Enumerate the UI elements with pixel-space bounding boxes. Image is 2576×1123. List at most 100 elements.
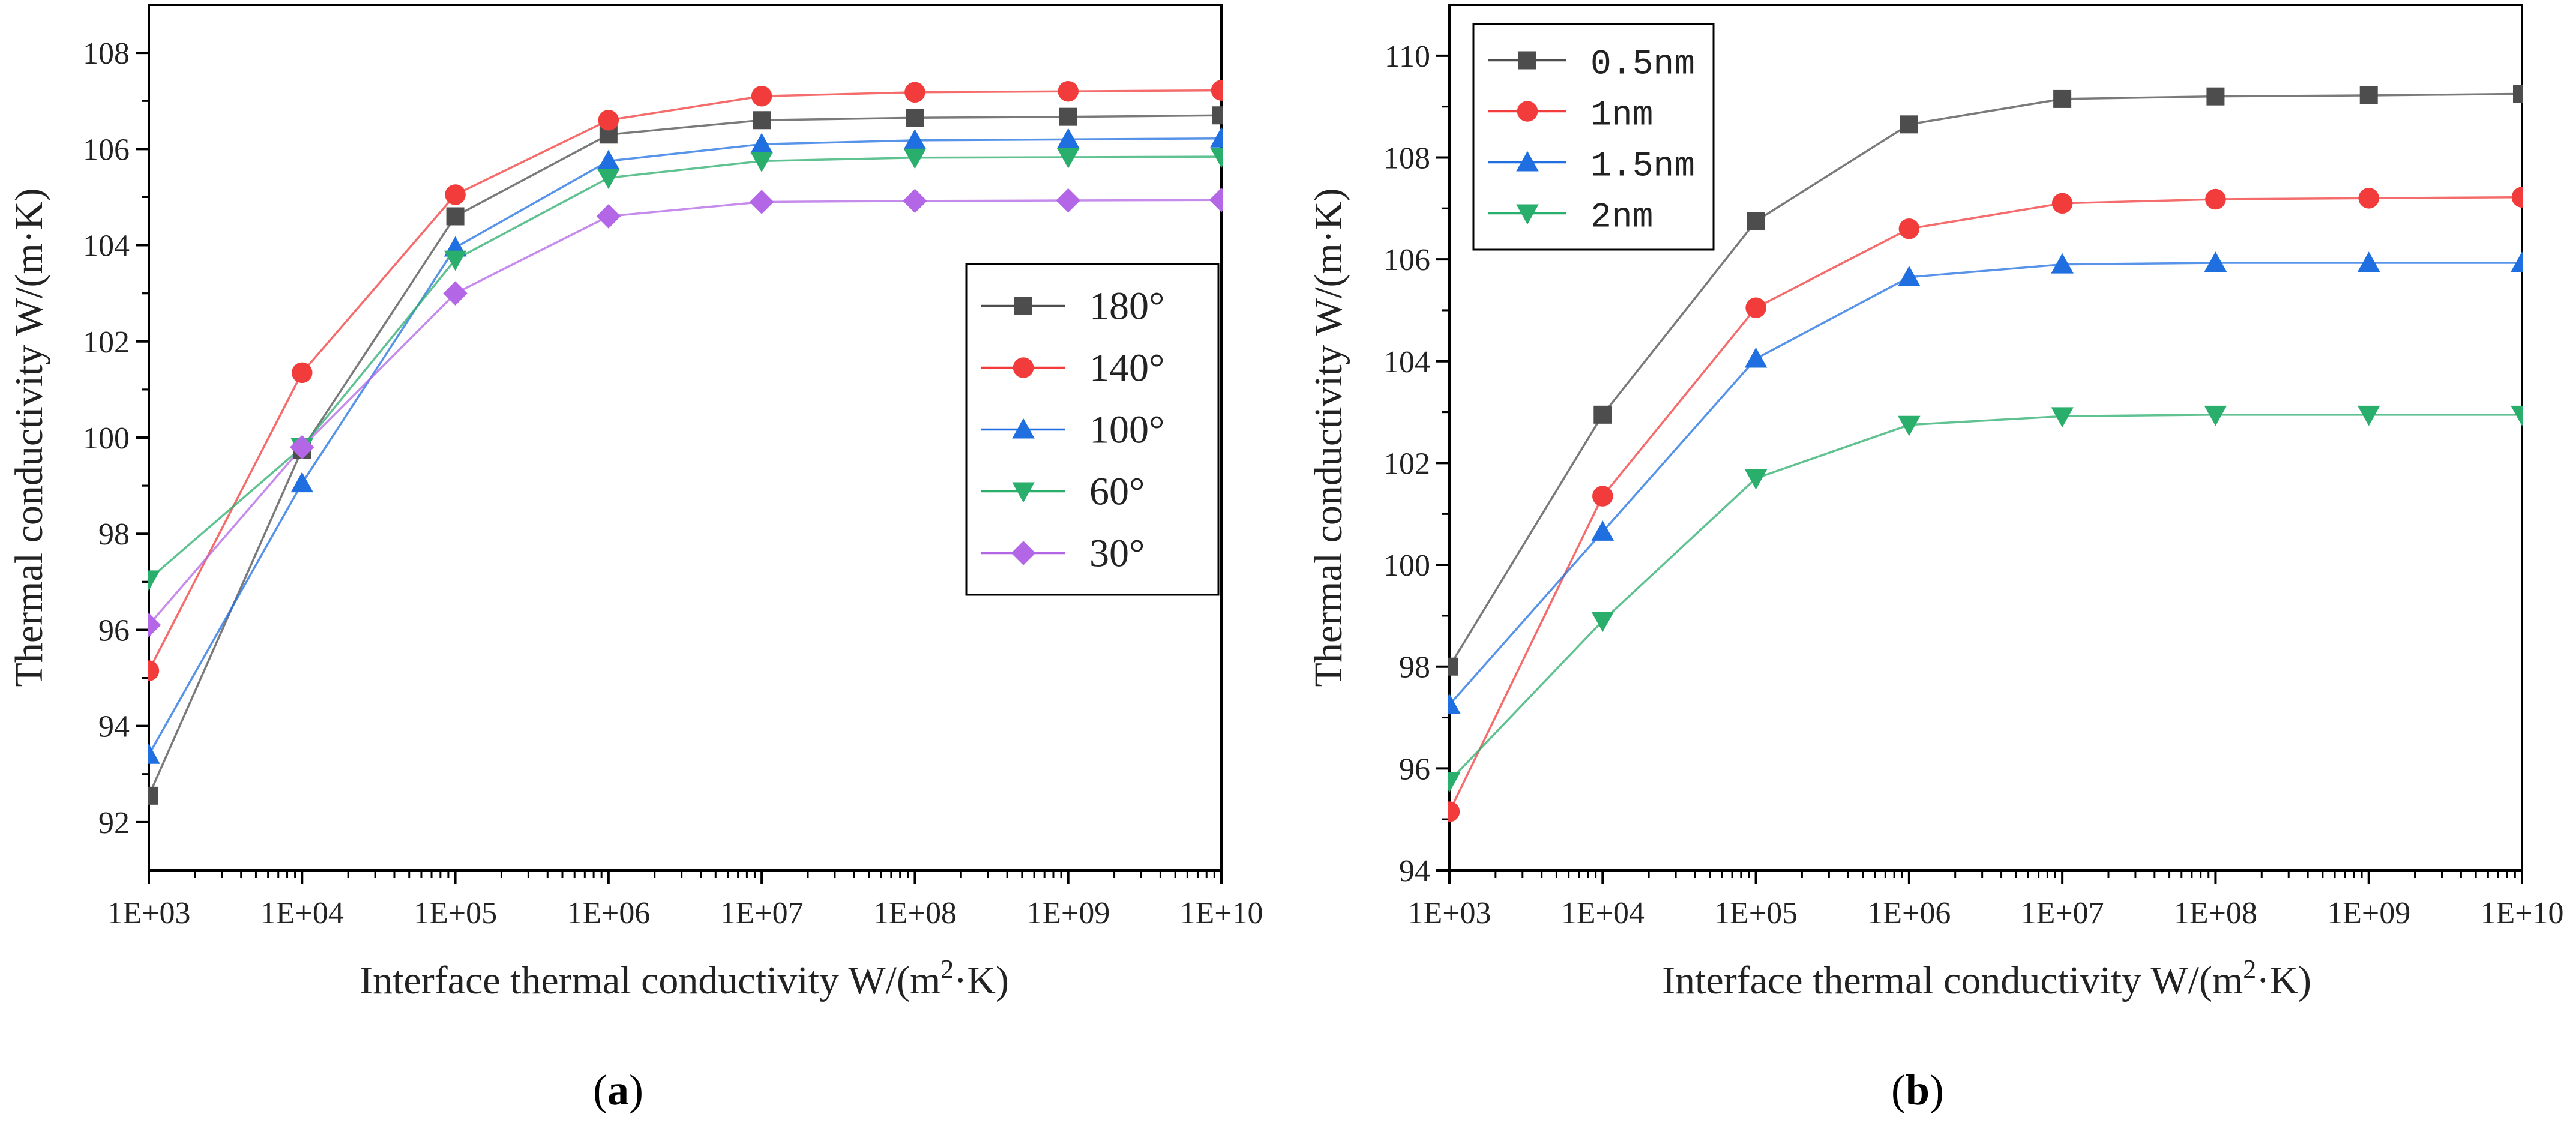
y-tick-label: 106 (1383, 243, 1430, 277)
y-tick-label: 96 (98, 613, 130, 648)
data-point (1745, 297, 1766, 318)
series-line (1448, 414, 2522, 782)
x-axis-title-main: Interface thermal conductivity W/(m (360, 959, 940, 1002)
data-point (1059, 107, 1077, 126)
data-point (750, 152, 773, 173)
legend-label: 100° (1089, 408, 1164, 452)
data-point (596, 204, 621, 229)
data-point (446, 207, 465, 226)
data-point (2357, 405, 2380, 426)
legend-label: 180° (1089, 285, 1164, 328)
y-axis-title: Thermal conductivity W/(m·K) (1307, 188, 1350, 687)
y-tick-label: 106 (83, 133, 130, 167)
series-line (148, 155, 1222, 580)
panel-label-open: ( (1891, 1066, 1906, 1114)
data-point (1744, 347, 1768, 368)
data-point (1448, 657, 1458, 676)
panel-label-letter: a (607, 1066, 629, 1114)
legend-marker (1014, 297, 1032, 315)
panel-a: 92 94 96 98 100 102 104 106 108 1E+03 1E+04 1E+05 1E… (7, 4, 1263, 1114)
data-point (753, 111, 771, 130)
y-tick-label: 100 (83, 421, 130, 456)
series-line (1448, 262, 2522, 706)
y-tick-label: 110 (1385, 40, 1430, 74)
x-tick-label: 1E+08 (873, 896, 957, 930)
panel-label: (a) (593, 1066, 643, 1114)
data-point (1448, 772, 1461, 793)
y-tick-label: 102 (1383, 447, 1430, 481)
legend-marker (1011, 541, 1036, 565)
data-point (2051, 253, 2074, 274)
x-tick-label: 1E+07 (2021, 896, 2104, 930)
data-point (2051, 407, 2074, 428)
data-point (148, 613, 161, 637)
data-point (443, 281, 468, 306)
x-tick-label: 1E+07 (720, 896, 804, 930)
x-axis-title-sup: 2 (2243, 954, 2256, 984)
y-tick-label: 100 (1383, 549, 1430, 583)
data-point (2204, 251, 2227, 272)
data-point (1900, 115, 1918, 134)
data-point (2357, 251, 2380, 272)
data-point (2206, 87, 2225, 106)
legend-marker (1013, 357, 1034, 378)
data-point (148, 743, 160, 764)
data-point (904, 82, 925, 103)
legend-label: 60° (1089, 470, 1145, 514)
data-point (148, 660, 160, 681)
legend-box (1472, 23, 1715, 251)
y-tick-label: 98 (1399, 651, 1430, 685)
data-point (2051, 193, 2073, 214)
data-point (2511, 187, 2523, 208)
legend-label: 1.5nm (1590, 148, 1695, 187)
y-tick-label: 104 (1383, 345, 1430, 379)
y-tick-label: 102 (83, 325, 130, 360)
data-point (1591, 520, 1615, 541)
x-axis-title-tail: ·K) (954, 959, 1009, 1002)
data-point (598, 110, 619, 131)
panel-label-close: ) (629, 1066, 643, 1114)
data-point (597, 169, 620, 190)
legend-marker (1516, 151, 1539, 172)
y-tick-label: 94 (1399, 854, 1430, 888)
legend-marker (1516, 204, 1539, 225)
y-tick-label: 108 (1383, 141, 1430, 175)
legend-label: 2nm (1590, 199, 1653, 238)
legend-marker (1518, 51, 1536, 70)
data-point (2513, 85, 2523, 103)
data-point (2205, 188, 2226, 210)
series-line (1448, 196, 2523, 813)
series-line (148, 114, 1222, 796)
y-tick-label: 96 (1399, 752, 1430, 786)
series-line (1448, 92, 2523, 667)
data-point (444, 250, 467, 271)
data-point (290, 435, 314, 460)
data-point (1210, 127, 1223, 148)
data-point (1210, 148, 1223, 168)
series-line (148, 199, 1222, 626)
data-point (2511, 405, 2523, 426)
y-tick-label: 98 (98, 517, 130, 552)
data-point (445, 184, 466, 205)
y-tick-label: 104 (83, 229, 130, 263)
data-point (1591, 612, 1615, 633)
y-tick-label: 92 (98, 806, 130, 840)
y-axis-title: Thermal conductivity W/(m·K) (7, 188, 51, 687)
data-point (903, 188, 927, 214)
legend-label: 1nm (1590, 97, 1653, 136)
data-point (1056, 128, 1080, 149)
panel-label-close: ) (1930, 1066, 1944, 1114)
data-point (2053, 89, 2072, 108)
data-point (290, 472, 314, 493)
data-point (1898, 218, 1920, 239)
legend-marker (1012, 482, 1035, 503)
series-line (148, 137, 1222, 756)
data-point (1898, 415, 1921, 436)
data-point (903, 129, 927, 149)
x-axis-title: Interface thermal conductivity W/(m2·K) (1662, 954, 2311, 1002)
legend-marker (1012, 418, 1035, 439)
x-tick-label: 1E+04 (1561, 896, 1645, 930)
x-tick-label: 1E+04 (260, 896, 344, 930)
plot-frame (1448, 4, 2523, 872)
x-tick-label: 1E+05 (414, 896, 497, 930)
